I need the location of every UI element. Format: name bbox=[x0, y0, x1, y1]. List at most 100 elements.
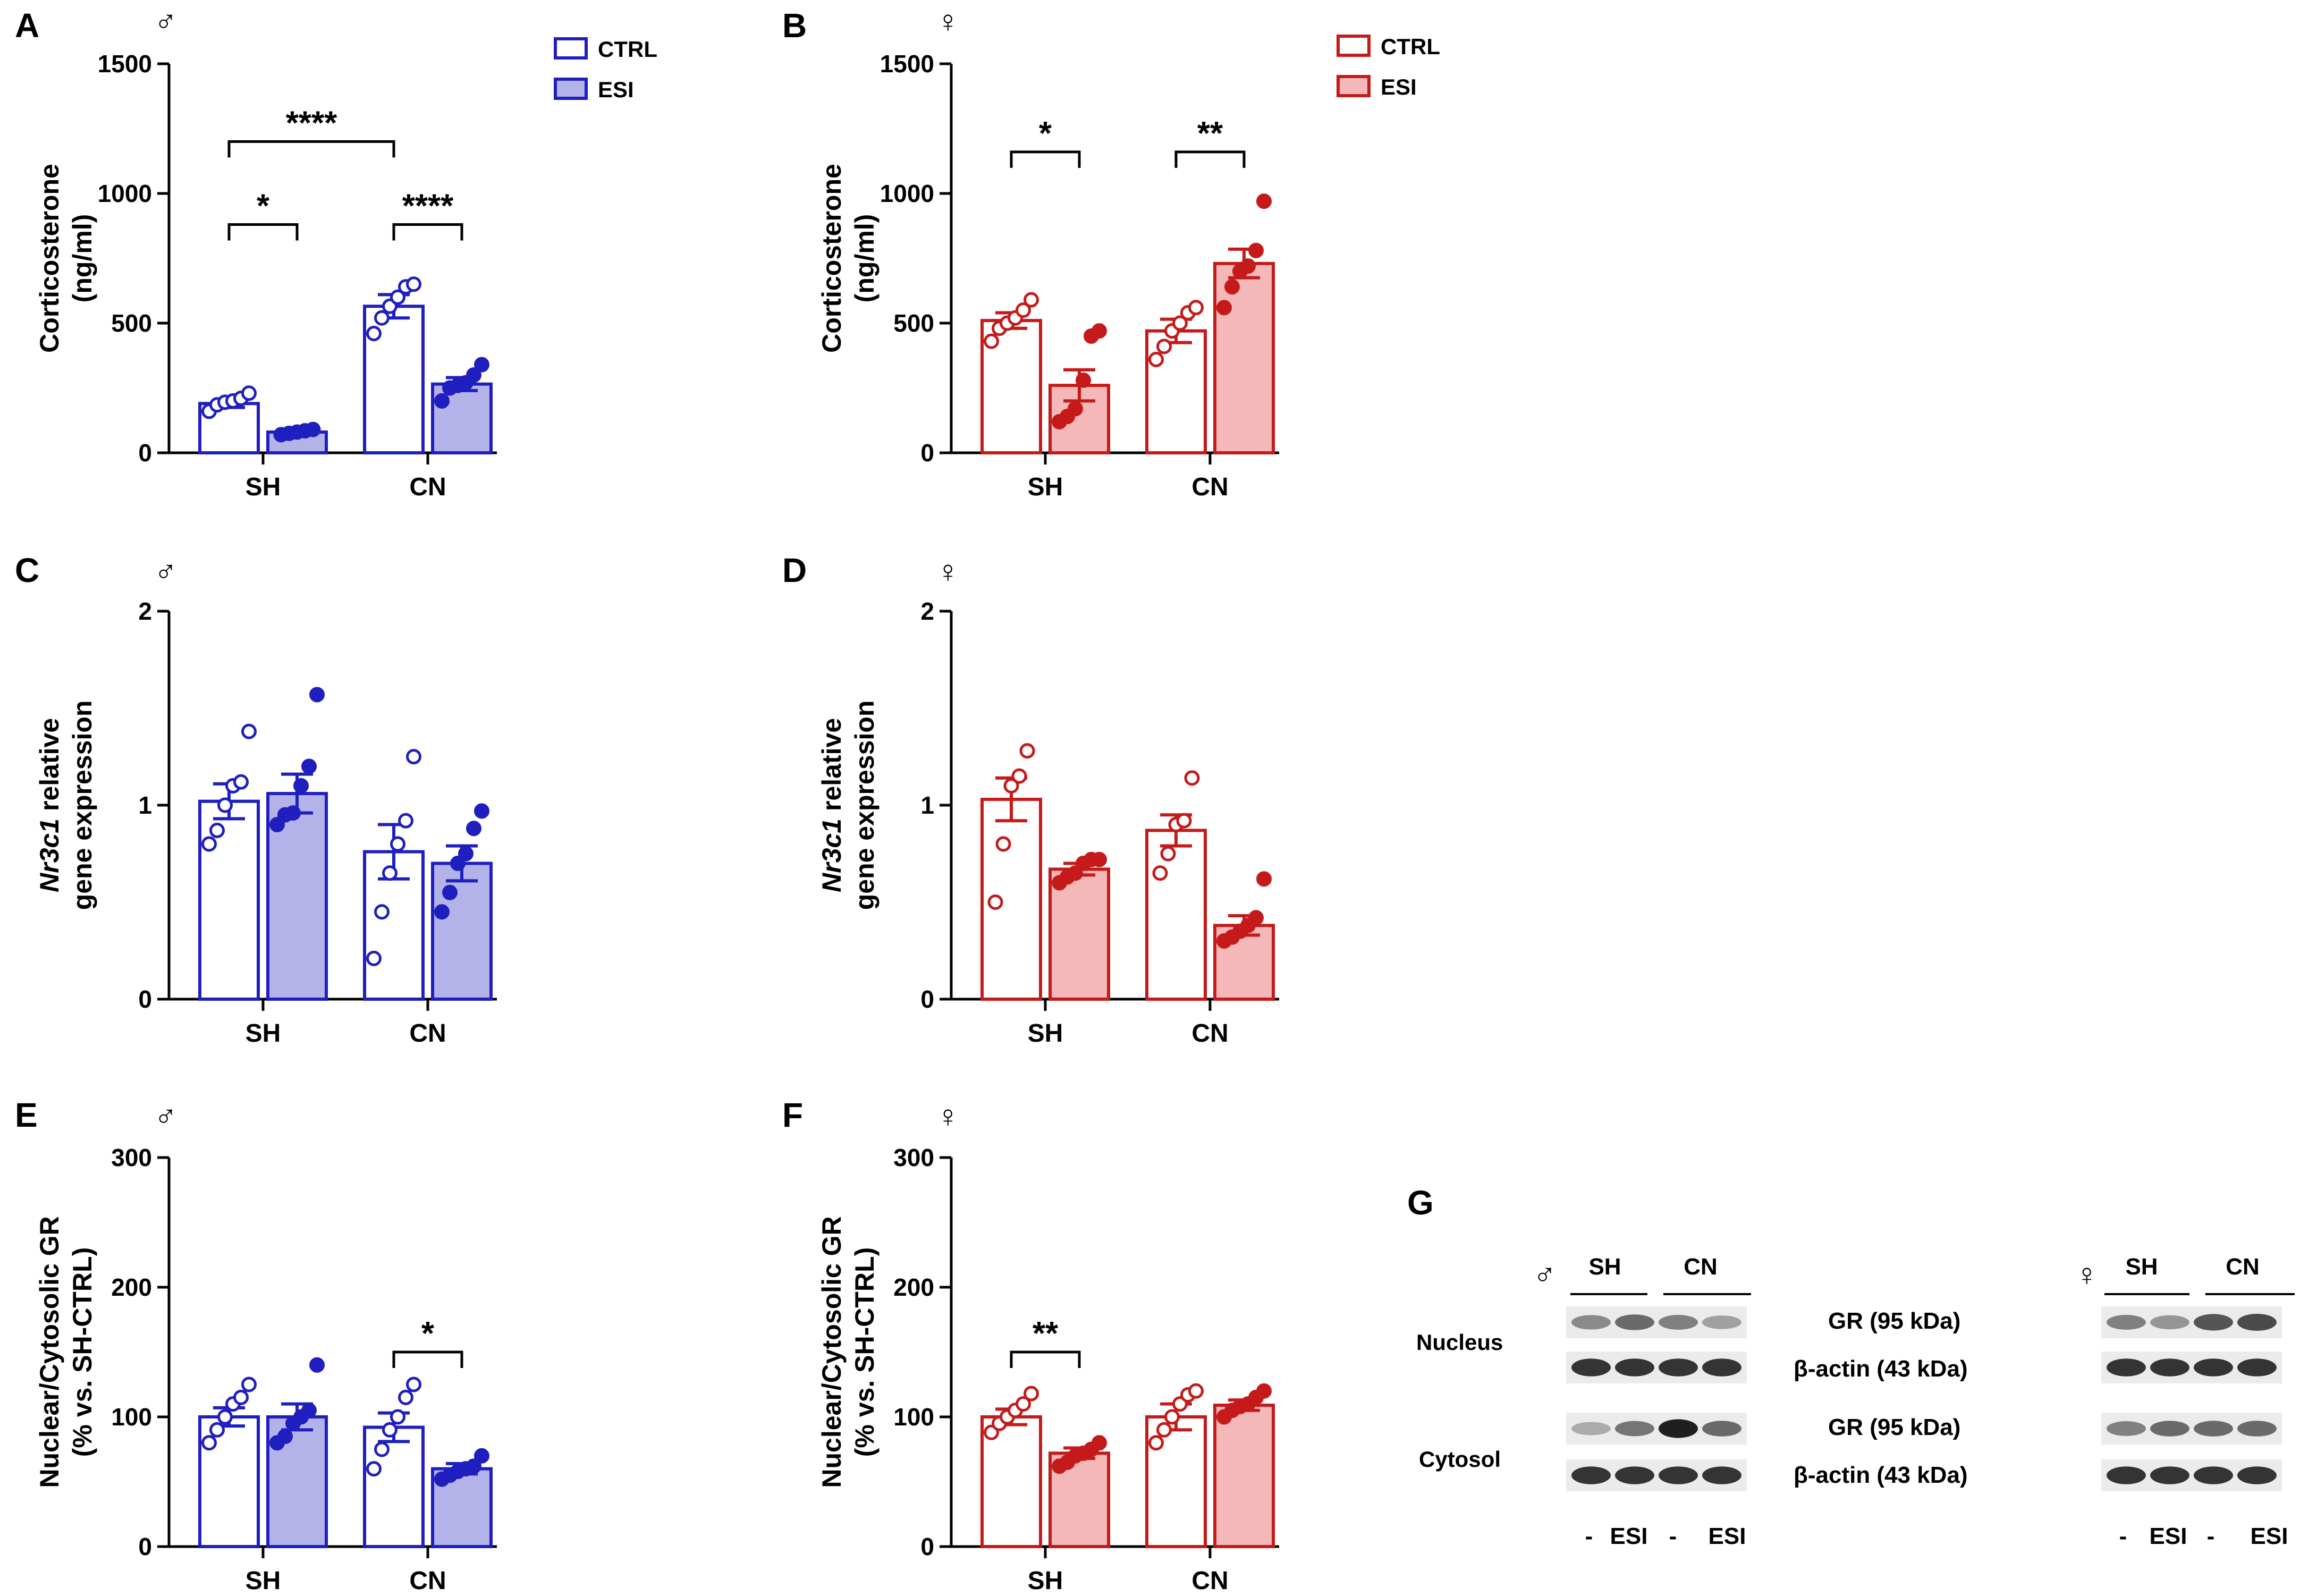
bar-esi-sh bbox=[266, 792, 328, 1001]
x-tick-label: CN bbox=[409, 1567, 446, 1595]
wb-male-symbol: ♂ bbox=[1533, 1257, 1557, 1292]
bar-ctrl-cn bbox=[1145, 829, 1207, 1001]
chart-panel-b: B ♀ 0 500 1000 1500 Corticosterone (ng/ml) SH CN *… bbox=[782, 4, 1440, 501]
data-point bbox=[1076, 372, 1091, 388]
y-tick-label: 1000 bbox=[880, 180, 934, 207]
wb-male-lane-2: ESI bbox=[1610, 1523, 1648, 1549]
sex-symbol: ♂ bbox=[154, 1099, 177, 1134]
blot-band bbox=[2237, 1466, 2277, 1484]
sex-symbol: ♀ bbox=[936, 4, 960, 39]
x-tick-label: SH bbox=[1028, 1567, 1063, 1595]
y-tick-label: 500 bbox=[893, 309, 934, 337]
chart-panel-e: E ♂ 0 100 200 300 Nuclear/Cytosolic GR (% vs. S… bbox=[15, 1096, 497, 1595]
blot-band bbox=[1571, 1422, 1611, 1435]
western-blot-panel: G ♂ ♀ SH CN SH CN Nucleus Cytosol GR (95… bbox=[1407, 1184, 2295, 1549]
y-tick-label: 200 bbox=[893, 1273, 934, 1301]
legend-swatch-ctrl bbox=[1337, 35, 1371, 57]
data-point bbox=[1156, 339, 1172, 354]
data-point bbox=[366, 326, 382, 342]
data-point bbox=[1092, 323, 1107, 339]
panel-letter-b: B bbox=[782, 6, 807, 45]
data-point bbox=[1256, 1383, 1272, 1399]
data-point bbox=[474, 803, 489, 819]
data-point bbox=[1016, 302, 1031, 318]
sex-symbol: ♂ bbox=[154, 554, 177, 589]
data-point bbox=[442, 884, 458, 900]
blot-band bbox=[2107, 1421, 2146, 1436]
blot-band bbox=[1702, 1466, 1741, 1484]
blot-band bbox=[2150, 1421, 2189, 1437]
data-point bbox=[1224, 279, 1240, 295]
data-point bbox=[406, 749, 421, 765]
y-axis-label: Nr3c1 relative gene expression bbox=[817, 700, 880, 910]
blot-band bbox=[1659, 1419, 1698, 1438]
data-point bbox=[1256, 871, 1272, 887]
data-point bbox=[450, 856, 466, 871]
data-point bbox=[474, 1448, 489, 1464]
data-point bbox=[301, 1403, 317, 1418]
wb-band-label-actin-cytosol: β-actin (43 kDa) bbox=[1794, 1462, 1968, 1488]
wb-female-group-sh: SH bbox=[2125, 1254, 2158, 1280]
data-point bbox=[309, 1357, 325, 1373]
data-point bbox=[1240, 258, 1256, 274]
bar-ctrl-cn bbox=[363, 1425, 425, 1549]
bar-esi-cn bbox=[1213, 261, 1275, 454]
significance-label: ** bbox=[1033, 1315, 1059, 1352]
data-point bbox=[1188, 1383, 1204, 1399]
data-point bbox=[374, 1441, 390, 1457]
blot-band bbox=[1571, 1358, 1611, 1377]
data-point bbox=[366, 950, 382, 966]
y-tick-label: 0 bbox=[920, 985, 934, 1013]
data-point bbox=[1148, 351, 1164, 367]
data-point bbox=[305, 421, 321, 437]
data-point bbox=[474, 357, 489, 373]
blot-band bbox=[1615, 1466, 1654, 1484]
data-point bbox=[987, 894, 1003, 910]
sex-symbol: ♂ bbox=[154, 4, 177, 39]
data-point bbox=[390, 836, 405, 852]
wb-band-label-actin-nuclear: β-actin (43 kDa) bbox=[1794, 1356, 1968, 1382]
data-point bbox=[301, 758, 317, 774]
wb-band-label-gr-nuclear: GR (95 kDa) bbox=[1828, 1308, 1960, 1334]
bar-ctrl-cn bbox=[363, 850, 425, 1001]
legend-label-ctrl: CTRL bbox=[1381, 34, 1440, 59]
significance-bracket bbox=[392, 223, 463, 241]
x-tick-label: SH bbox=[246, 1019, 281, 1048]
data-point bbox=[406, 1377, 421, 1392]
y-axis-label: Nuclear/Cytosolic GR (% vs. SH-CTRL) bbox=[817, 1216, 880, 1488]
data-point bbox=[458, 846, 473, 862]
x-tick-label: SH bbox=[1028, 473, 1063, 501]
data-point bbox=[390, 1409, 405, 1425]
data-point bbox=[398, 813, 413, 829]
significance-bracket bbox=[1010, 1350, 1081, 1368]
data-point bbox=[1248, 242, 1264, 258]
blot-band bbox=[2150, 1358, 2189, 1377]
data-point bbox=[277, 1429, 293, 1445]
significance-label: * bbox=[257, 188, 270, 225]
panel-letter-f: F bbox=[782, 1096, 803, 1134]
y-tick-label: 0 bbox=[138, 985, 152, 1013]
data-point bbox=[466, 1458, 481, 1474]
y-axis-label: Corticosterone (ng/ml) bbox=[817, 164, 880, 353]
blot-band bbox=[1702, 1421, 1741, 1437]
sex-symbol: ♀ bbox=[936, 1099, 960, 1134]
legend: CTRL ESI bbox=[1337, 34, 1440, 99]
bar-ctrl-sh bbox=[198, 402, 260, 455]
panel-letter-c: C bbox=[15, 551, 39, 589]
y-tick-label: 0 bbox=[138, 1533, 152, 1560]
y-tick-label: 100 bbox=[893, 1403, 934, 1431]
data-point bbox=[241, 723, 257, 739]
x-tick-label: CN bbox=[1191, 1019, 1228, 1048]
y-tick-label: 1000 bbox=[98, 180, 152, 207]
wb-band-label-gr-cytosol: GR (95 kDa) bbox=[1828, 1414, 1960, 1440]
blot-band bbox=[1571, 1466, 1611, 1484]
y-tick-label: 500 bbox=[111, 309, 152, 337]
data-point bbox=[285, 805, 301, 821]
wb-compartment-cytosol: Cytosol bbox=[1419, 1447, 1501, 1472]
data-point bbox=[1176, 813, 1192, 829]
chart-panel-f: F ♀ 0 100 200 300 Nuclear/Cytosolic GR (% vs. S… bbox=[782, 1096, 1279, 1595]
wb-male-group-sh: SH bbox=[1588, 1254, 1621, 1280]
data-point bbox=[1068, 401, 1083, 417]
blot-band bbox=[1659, 1466, 1698, 1484]
y-tick-label: 1500 bbox=[98, 50, 152, 78]
